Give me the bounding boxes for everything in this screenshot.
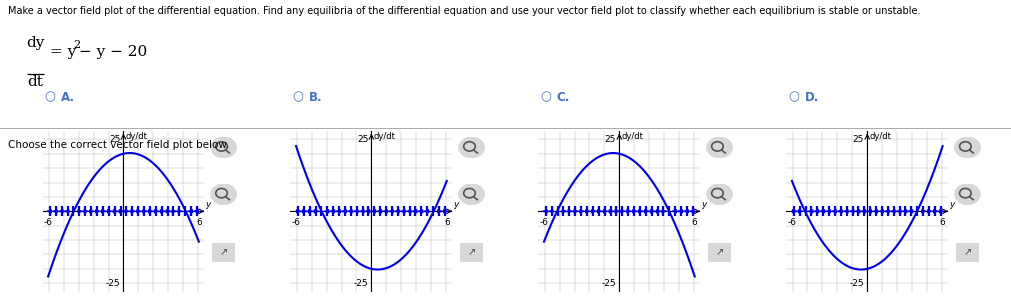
Text: ↗: ↗: [962, 247, 971, 257]
Circle shape: [954, 184, 979, 204]
Text: ↗: ↗: [467, 247, 475, 257]
Text: -6: -6: [787, 219, 796, 227]
Text: ○: ○: [292, 90, 303, 103]
Circle shape: [707, 137, 731, 158]
Text: dy/dt: dy/dt: [373, 132, 394, 140]
Text: dt: dt: [27, 75, 43, 89]
FancyBboxPatch shape: [707, 243, 731, 262]
Text: dy: dy: [26, 36, 44, 50]
Circle shape: [459, 184, 483, 204]
Text: -6: -6: [291, 219, 300, 227]
Text: 25: 25: [109, 135, 120, 144]
Text: 6: 6: [692, 219, 697, 227]
FancyBboxPatch shape: [459, 243, 483, 262]
Text: -25: -25: [105, 279, 120, 288]
Text: A.: A.: [61, 91, 75, 104]
Text: y: y: [948, 200, 953, 209]
FancyBboxPatch shape: [954, 243, 979, 262]
Text: dy/dt: dy/dt: [125, 132, 147, 140]
Text: 6: 6: [444, 219, 449, 227]
Text: D.: D.: [804, 91, 818, 104]
Text: ↗: ↗: [219, 247, 227, 257]
Text: Choose the correct vector field plot below.: Choose the correct vector field plot bel…: [8, 140, 229, 150]
Text: dy/dt: dy/dt: [868, 132, 890, 140]
Circle shape: [707, 184, 731, 204]
Text: y: y: [701, 200, 706, 209]
Text: -25: -25: [848, 279, 863, 288]
Text: dy/dt: dy/dt: [621, 132, 642, 140]
Circle shape: [211, 137, 236, 158]
Circle shape: [459, 137, 483, 158]
Text: 6: 6: [939, 219, 944, 227]
Text: = y: = y: [50, 45, 76, 59]
FancyBboxPatch shape: [211, 243, 236, 262]
Text: 6: 6: [196, 219, 201, 227]
Text: − y − 20: − y − 20: [79, 45, 148, 59]
Text: -25: -25: [353, 279, 368, 288]
Text: 25: 25: [357, 135, 368, 144]
Text: ○: ○: [44, 90, 56, 103]
Text: C.: C.: [556, 91, 569, 104]
Text: ↗: ↗: [715, 247, 723, 257]
Text: ○: ○: [540, 90, 551, 103]
Text: y: y: [205, 200, 210, 209]
Text: y: y: [453, 200, 458, 209]
Circle shape: [211, 184, 236, 204]
Text: -6: -6: [539, 219, 548, 227]
Text: 2: 2: [74, 40, 81, 50]
Text: -25: -25: [601, 279, 616, 288]
Text: -6: -6: [43, 219, 53, 227]
Circle shape: [954, 137, 979, 158]
Text: 25: 25: [605, 135, 616, 144]
Text: Make a vector field plot of the differential equation. Find any equilibria of th: Make a vector field plot of the differen…: [8, 6, 920, 16]
Text: ○: ○: [788, 90, 799, 103]
Text: 25: 25: [852, 135, 863, 144]
Text: B.: B.: [308, 91, 321, 104]
